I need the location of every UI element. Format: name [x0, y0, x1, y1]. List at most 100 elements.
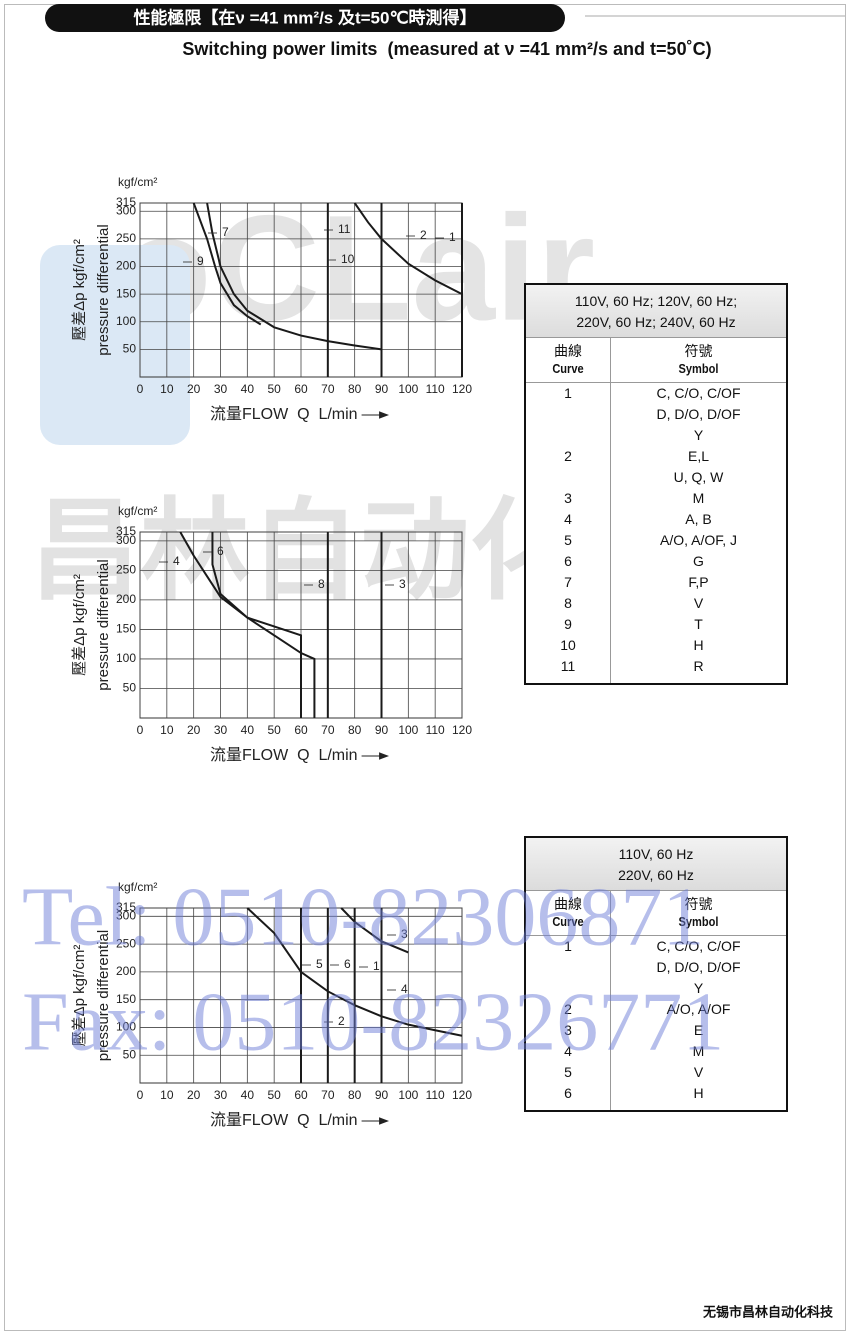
column-title-en: Symbol: [678, 914, 719, 929]
symbol-line: F,P: [688, 574, 709, 590]
symbol-line: C, C/O, C/OF: [656, 385, 741, 401]
symbol-line: M: [692, 1043, 705, 1059]
x-axis-arrow: [361, 752, 390, 760]
curve-label: 4: [173, 554, 180, 568]
curve-number: 11: [526, 656, 611, 677]
symbol-table: 110V, 60 Hz; 120V, 60 Hz; 220V, 60 Hz; 24…: [524, 283, 788, 685]
symbol-line: G: [693, 553, 704, 569]
y-axis-label-en: pressure differential: [95, 559, 112, 690]
x-tick-label: 50: [267, 382, 281, 396]
x-tick-label: 40: [241, 382, 255, 396]
x-axis-label: 流量FLOW Q L/min: [210, 1111, 358, 1129]
y-tick-label: 200: [116, 592, 136, 606]
y-axis-label: 壓差Δp kgf/cm²: [71, 574, 88, 676]
y-tick-label: 300: [116, 909, 136, 923]
table-row: 4 A, B: [526, 509, 786, 530]
x-tick-label: 100: [398, 723, 418, 737]
y-tick-label: 50: [123, 1047, 137, 1061]
symbol-line: A/O, A/OF: [666, 1001, 731, 1017]
symbol-line: H: [693, 1085, 704, 1101]
symbols: M: [611, 1041, 786, 1062]
x-axis-label: 流量FLOW Q L/min: [210, 405, 358, 423]
curve-label: 4: [401, 982, 408, 996]
y-axis-label: 壓差Δp kgf/cm²: [71, 239, 88, 341]
curve-label: 3: [401, 927, 408, 941]
voltage-line: 110V, 60 Hz: [618, 846, 694, 862]
x-tick-label: 10: [160, 382, 174, 396]
y-unit: kgf/cm²: [118, 504, 157, 518]
symbol-table: 110V, 60 Hz 220V, 60 Hz 曲線 Curve 符號 Symbol 1 C,…: [524, 836, 788, 1112]
symbols: H: [611, 1083, 786, 1104]
curve-number: 3: [526, 488, 611, 509]
x-tick-label: 120: [452, 723, 472, 737]
symbol-line: E: [693, 1022, 704, 1038]
y-tick-label: 315: [116, 524, 136, 538]
x-tick-label: 110: [426, 382, 445, 396]
table-row: 1 C, C/O, C/OF D, D/O, D/OF Y: [526, 383, 786, 446]
symbol-line: Y: [693, 980, 704, 996]
x-tick-label: 30: [214, 1088, 228, 1102]
table-row: 10 H: [526, 635, 786, 656]
curve-number: 6: [526, 1083, 611, 1104]
curve-number: 4: [526, 1041, 611, 1062]
x-tick-label: 20: [187, 1088, 201, 1102]
y-axis-label: 壓差Δp kgf/cm²: [71, 945, 88, 1047]
curve-number: 9: [526, 614, 611, 635]
symbol-line: D, D/O, D/OF: [656, 406, 741, 422]
symbols: E,L U, Q, W: [611, 446, 786, 488]
curve-label: 2: [420, 228, 427, 242]
y-tick-label: 200: [116, 964, 136, 978]
x-axis-arrow: [361, 411, 390, 419]
y-tick-label: 100: [116, 1020, 136, 1034]
column-title-zh: 符號: [684, 343, 713, 359]
symbol-line: E,L: [687, 448, 709, 464]
x-axis-arrow: [361, 1117, 390, 1125]
symbol-line: C, C/O, C/OF: [656, 938, 741, 954]
symbol-line: A/O, A/OF, J: [659, 532, 738, 548]
curve-label: 1: [373, 959, 380, 973]
x-tick-label: 20: [187, 723, 201, 737]
y-tick-label: 250: [116, 231, 136, 245]
y-tick-label: 50: [123, 342, 137, 356]
curve-label: 11: [338, 222, 351, 236]
curve-label: 5: [316, 957, 323, 971]
x-tick-label: 110: [426, 723, 445, 737]
column-title-zh: 曲線: [554, 896, 582, 912]
symbol-line: R: [693, 658, 704, 674]
x-tick-label: 70: [321, 1088, 335, 1102]
column-header: 曲線 Curve 符號 Symbol: [526, 891, 786, 936]
x-tick-label: 80: [348, 1088, 362, 1102]
column-title-en: Curve: [552, 361, 584, 376]
y-tick-label: 150: [116, 622, 136, 636]
curve-label: 3: [399, 577, 406, 591]
x-tick-label: 60: [294, 1088, 308, 1102]
y-tick-label: 300: [116, 533, 136, 547]
x-tick-label: 100: [398, 382, 418, 396]
symbol-line: U, Q, W: [673, 469, 724, 485]
subtitle: Switching power limits (measured at ν =4…: [182, 39, 711, 59]
x-tick-label: 40: [241, 1088, 255, 1102]
curve-label: 2: [338, 1014, 345, 1028]
column-title: 曲線 Curve: [526, 891, 611, 935]
table-row: 5 A/O, A/OF, J: [526, 530, 786, 551]
curve: [206, 202, 382, 351]
table-body: 1 C, C/O, C/OF D, D/O, D/OF Y 2 A/O, A/OF 3 E 4 M…: [526, 936, 786, 1110]
symbols: G: [611, 551, 786, 572]
y-axis-label-en: pressure differential: [95, 224, 112, 355]
x-tick-label: 50: [267, 1088, 281, 1102]
title: 性能極限【在ν =41 mm²/s 及t=50℃時測得】: [133, 7, 476, 27]
symbols: A/O, A/OF: [611, 999, 786, 1020]
x-tick-label: 10: [160, 723, 174, 737]
curve: [353, 202, 463, 296]
table-row: 11 R: [526, 656, 786, 677]
symbol-line: M: [692, 490, 705, 506]
y-tick-label: 50: [123, 681, 137, 695]
x-tick-label: 0: [137, 723, 144, 737]
curve-label: 9: [197, 254, 204, 268]
curve-label: 6: [217, 544, 224, 558]
y-tick-label: 315: [116, 195, 136, 209]
x-tick-label: 60: [294, 382, 308, 396]
table-row: 1 C, C/O, C/OF D, D/O, D/OF Y: [526, 936, 786, 999]
